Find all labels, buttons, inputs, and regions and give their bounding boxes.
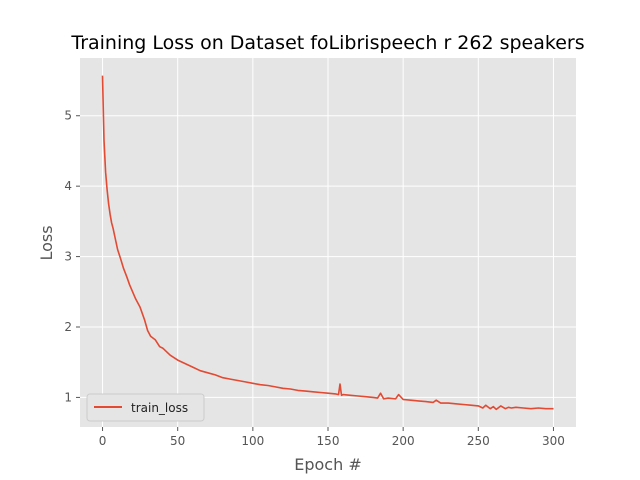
y-tick-label: 3 (64, 250, 72, 264)
x-tick-label: 150 (317, 434, 340, 448)
x-axis-ticks: 0 50 100 150 200 250 300 (99, 427, 565, 448)
series-line-train-loss (101, 75, 554, 411)
x-tick-label: 300 (542, 434, 565, 448)
x-tick-label: 250 (467, 434, 490, 448)
x-tick-label: 0 (99, 434, 107, 448)
y-axis-label: Loss (37, 225, 56, 260)
y-tick-label: 1 (64, 390, 72, 404)
y-tick-label: 2 (64, 320, 72, 334)
x-tick-label: 50 (170, 434, 185, 448)
legend-series-label: train_loss (131, 401, 188, 415)
legend: train_loss (86, 393, 205, 422)
x-tick-label: 200 (392, 434, 415, 448)
x-axis-label: Epoch # (294, 455, 361, 474)
legend-box (86, 393, 205, 422)
x-tick-label: 100 (241, 434, 264, 448)
series-layer (101, 75, 554, 411)
y-axis-ticks: 1 2 3 4 5 (64, 109, 80, 404)
y-tick-label: 5 (64, 109, 72, 123)
y-tick-label: 4 (64, 179, 72, 193)
chart-title: Training Loss on Dataset foLibrispeech r… (70, 32, 584, 54)
